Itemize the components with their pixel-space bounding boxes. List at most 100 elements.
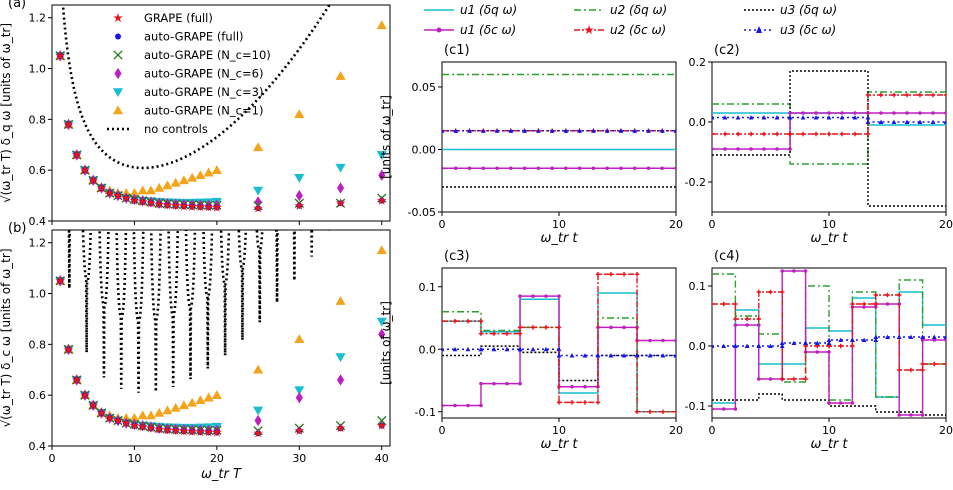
legend-label: u3 (δc ω): [780, 23, 836, 37]
data-point: [733, 323, 738, 327]
y-tick-label: 0.0: [419, 343, 437, 356]
data-point: [295, 392, 303, 404]
data-point: [154, 424, 164, 434]
data-point: [504, 331, 510, 336]
data-point: [481, 166, 486, 171]
y-tick-label: 1.2: [29, 12, 47, 25]
x-axis-label: ω_tr t: [810, 437, 848, 452]
data-point: [71, 149, 82, 160]
plot-area: [442, 272, 676, 414]
data-point: [478, 318, 484, 324]
data-point: [920, 338, 925, 342]
data-point: [187, 397, 198, 407]
data-point: [744, 343, 750, 348]
data-point: [442, 166, 444, 171]
data-point: [530, 346, 536, 352]
data-point: [787, 115, 793, 120]
axes-frame: [441, 61, 677, 213]
data-point: [577, 166, 582, 171]
y-tick-label: 0.6: [29, 389, 47, 402]
panel-label: (a): [8, 0, 26, 11]
data-point: [930, 119, 936, 124]
data-point: [634, 272, 640, 277]
data-point: [774, 115, 780, 120]
data-point: [162, 200, 173, 210]
data-point: [803, 269, 808, 273]
data-point: [203, 427, 214, 437]
data-point: [517, 346, 523, 352]
panel-label: (c4): [714, 249, 740, 264]
data-point: [137, 196, 148, 207]
data-point: [479, 403, 483, 408]
data-point: [179, 426, 189, 436]
x-tick-label: 10: [552, 218, 566, 231]
data-point: [897, 367, 902, 373]
y-tick-label: 0.8: [29, 113, 47, 126]
series-line: [712, 270, 946, 416]
data-point: [556, 325, 562, 330]
data-point: [619, 166, 623, 171]
y-axis-label: √(ω_tr T) δ_c ω [units of ω_tr]: [0, 248, 13, 427]
data-point: [673, 409, 676, 414]
data-point: [442, 128, 445, 133]
data-point: [943, 92, 946, 98]
data-point: [674, 166, 676, 171]
y-tick-label: 0.4: [29, 440, 47, 453]
data-point: [815, 350, 820, 354]
data-point: [661, 338, 665, 343]
x-tick-label: 10: [127, 452, 141, 465]
data-point: [530, 325, 536, 330]
data-point: [595, 353, 601, 358]
data-point: [943, 119, 946, 124]
data-point: [509, 166, 513, 171]
data-point: [170, 425, 181, 435]
legend-label: no controls: [144, 122, 208, 136]
data-point: [162, 425, 173, 435]
data-point: [761, 131, 767, 137]
data-point: [467, 166, 472, 171]
y-axis-label: [units of ω_tr]: [379, 95, 393, 179]
data-point: [745, 323, 749, 327]
data-point: [55, 50, 66, 60]
data-point: [850, 337, 855, 342]
data-point: [814, 111, 818, 115]
data-point: [563, 128, 569, 133]
data-point: [775, 147, 779, 151]
data-point: [813, 131, 819, 137]
panel-b: 0 10 20 30 40 0.4 0.6 0.8 1.0 1.2(b) √(ω_tr T) δ_c…: [0, 221, 391, 482]
data-point: [253, 364, 264, 374]
x-tick-label: 0: [709, 424, 716, 437]
data-point: [129, 195, 140, 205]
data-point: [622, 325, 626, 330]
data-point: [879, 111, 883, 115]
data-point: [556, 353, 562, 358]
data-point: [827, 111, 831, 115]
data-point: [826, 115, 832, 120]
x-tick-label: 0: [439, 218, 446, 231]
data-point: [211, 165, 222, 174]
data-point: [550, 166, 554, 171]
data-point: [609, 325, 613, 330]
data-point: [608, 272, 614, 277]
data-point: [453, 166, 458, 171]
data-point: [294, 174, 305, 183]
data-point: [146, 423, 156, 433]
data-point: [791, 340, 797, 345]
data-point: [788, 111, 792, 115]
data-point: [873, 301, 878, 307]
x-axis-label: ω_tr t: [540, 231, 578, 246]
data-point: [634, 409, 640, 414]
data-point: [780, 269, 784, 273]
data-point: [827, 350, 831, 354]
data-point: [861, 337, 867, 342]
data-point: [801, 111, 805, 115]
data-point: [792, 269, 796, 273]
x-tick-label: 10: [552, 424, 566, 437]
data-point: [549, 128, 555, 133]
data-point: [712, 131, 715, 137]
data-point: [452, 318, 458, 324]
data-point: [212, 202, 222, 212]
data-point: [721, 407, 726, 411]
data-point: [852, 131, 858, 137]
data-point: [905, 111, 909, 115]
